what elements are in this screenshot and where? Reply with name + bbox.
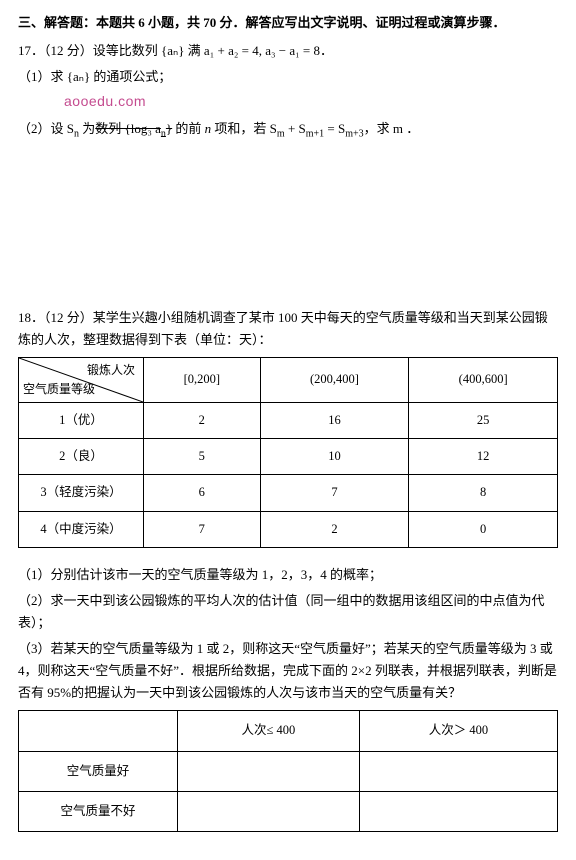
cell: 25 [409,402,558,438]
row-label: 3（轻度污染） [19,475,144,511]
table-row: 人次≤ 400 人次＞ 400 [19,711,558,751]
q17-part1: （1）求 {aₙ} 的通项公式； [18,66,558,88]
table-row: 4（中度污染） 7 2 0 [19,511,558,547]
diag-top-label: 锻炼人次 [87,360,135,380]
data-table-1: 锻炼人次 空气质量等级 [0,200] (200,400] (400,600] … [18,357,558,548]
col-header: (400,600] [409,357,558,402]
q17-part2: （2）设 Sn 为数列 {log₃ an} 的前 n 项和，若 Sm + Sm+… [18,118,558,143]
q18-part1: （1）分别估计该市一天的空气质量等级为 1，2，3，4 的概率； [18,564,558,586]
col-header: 人次≤ 400 [178,711,360,751]
row-label: 空气质量不好 [19,791,178,831]
cell: 10 [260,439,409,475]
q18-part3: （3）若某天的空气质量等级为 1 或 2，则称这天“空气质量好”；若某天的空气质… [18,638,558,704]
diagonal-header-cell: 锻炼人次 空气质量等级 [19,357,144,402]
cell: 0 [409,511,558,547]
blank-cell [178,791,360,831]
cell: 12 [409,439,558,475]
q18-part2: （2）求一天中到该公园锻炼的平均人次的估计值（同一组中的数据用该组区间的中点值为… [18,590,558,634]
col-header: (200,400] [260,357,409,402]
watermark-text: aooedu.com [64,90,558,114]
col-header: [0,200] [144,357,261,402]
section-heading: 三、解答题：本题共 6 小题，共 70 分．解答应写出文字说明、证明过程或演算步… [18,12,558,34]
cell: 5 [144,439,261,475]
cell: 6 [144,475,261,511]
col-header: 人次＞ 400 [359,711,557,751]
table-row: 锻炼人次 空气质量等级 [0,200] (200,400] (400,600] [19,357,558,402]
q17-line1: 17．（12 分）设等比数列 {aₙ} 满 a₁ + a₂ = 4, a₃ − … [18,40,558,62]
cell: 7 [260,475,409,511]
table-row: 1（优） 2 16 25 [19,402,558,438]
cell: 7 [144,511,261,547]
blank-cell [359,791,557,831]
diag-bot-label: 空气质量等级 [23,379,95,399]
row-label: 4（中度污染） [19,511,144,547]
cell: 2 [260,511,409,547]
table-row: 2（良） 5 10 12 [19,439,558,475]
cell: 2 [144,402,261,438]
table-row: 空气质量不好 [19,791,558,831]
row-label: 1（优） [19,402,144,438]
data-table-2: 人次≤ 400 人次＞ 400 空气质量好 空气质量不好 [18,710,558,832]
q18-intro: 18．（12 分）某学生兴趣小组随机调查了某市 100 天中每天的空气质量等级和… [18,307,558,351]
blank-cell [19,711,178,751]
blank-cell [359,751,557,791]
cell: 8 [409,475,558,511]
row-label: 2（良） [19,439,144,475]
blank-cell [178,751,360,791]
row-label: 空气质量好 [19,751,178,791]
table-row: 3（轻度污染） 6 7 8 [19,475,558,511]
table-row: 空气质量好 [19,751,558,791]
cell: 16 [260,402,409,438]
